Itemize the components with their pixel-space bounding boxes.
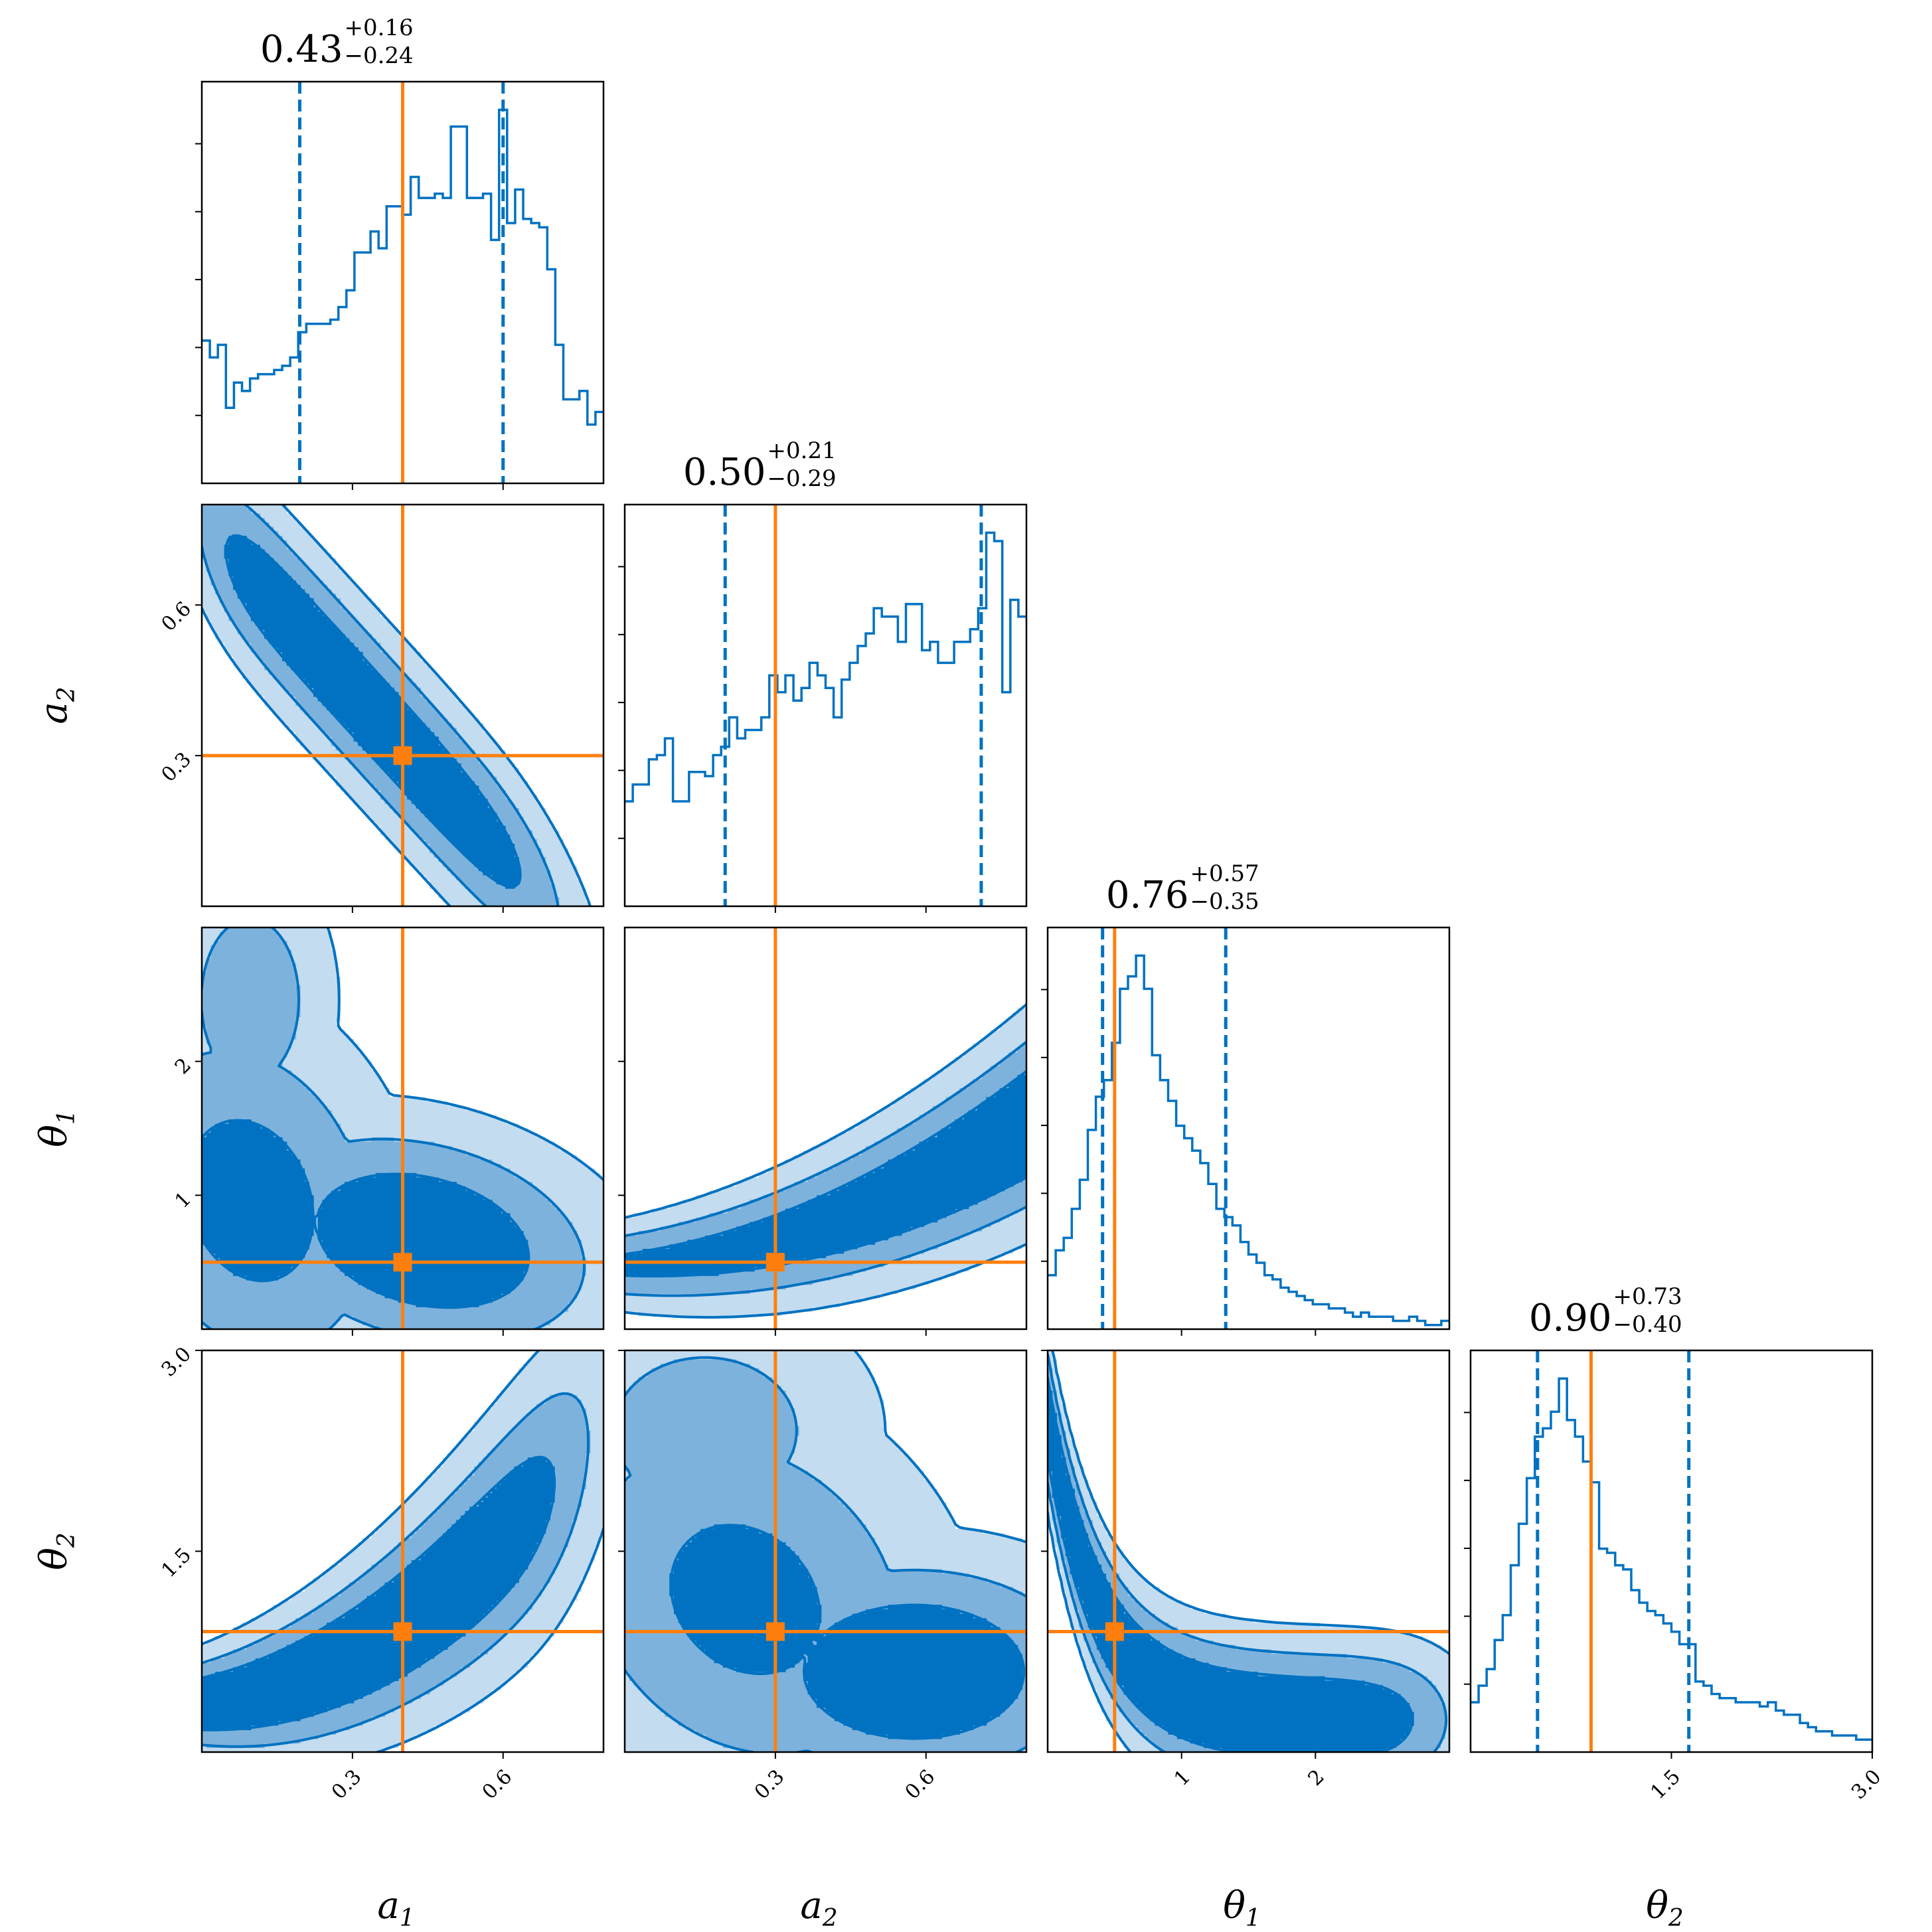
marginal-title-median: 0.90 <box>1529 1297 1612 1340</box>
truth-marker <box>393 1622 412 1641</box>
x-tick-label: 1 <box>1170 1765 1195 1791</box>
marginal-title-median: 0.76 <box>1106 874 1189 917</box>
marginal-frame-a1 <box>201 80 605 485</box>
marginal-title-plus: +0.57 <box>1190 860 1259 887</box>
x-axis-label-a2: a2 <box>800 1884 837 1932</box>
joint-panel-a2-theta1 <box>623 926 1028 1330</box>
marginal-title-minus: −0.29 <box>767 465 837 492</box>
marginal-frame-a2 <box>623 503 1028 908</box>
joint-panel-a1-a2 <box>201 503 605 908</box>
joint-panel-a1-theta1 <box>201 926 605 1330</box>
x-tick-label: 0.6 <box>478 1765 517 1804</box>
marginal-title-minus: −0.40 <box>1613 1311 1682 1338</box>
truth-marker <box>765 1253 785 1272</box>
joint-frame <box>201 926 605 1330</box>
marginal-panel-a2 <box>618 503 1028 908</box>
contour-level-inner <box>202 1119 530 1309</box>
marginal-title-median: 0.50 <box>683 451 766 494</box>
marginal-frame-theta2 <box>1469 1349 1874 1753</box>
x-axis-label-theta1: θ1 <box>1223 1884 1261 1932</box>
joint-panel-a2-theta2 <box>623 1349 1028 1753</box>
truth-marker <box>765 1622 785 1641</box>
histogram-theta2 <box>1471 1377 1872 1741</box>
y-axis-label-theta2: θ2 <box>33 1532 80 1570</box>
marginal-panel-theta2 <box>1464 1349 1874 1753</box>
x-tick-label: 0.6 <box>901 1765 939 1804</box>
contour-level-inner <box>224 534 522 889</box>
histogram-a2 <box>625 531 1026 803</box>
x-tick-label: 1.5 <box>1647 1765 1685 1804</box>
marginal-title-plus: +0.21 <box>767 438 837 464</box>
joint-frame <box>623 926 1028 1330</box>
x-axis-label-theta2: θ2 <box>1646 1884 1684 1932</box>
marginal-title-median: 0.43 <box>260 28 343 71</box>
y-tick-label: 0.6 <box>157 598 196 636</box>
y-tick-label: 1 <box>171 1188 196 1213</box>
marginal-title-plus: +0.16 <box>345 15 414 41</box>
marginal-title-plus: +0.73 <box>1613 1283 1682 1310</box>
joint-panel-theta1-theta2 <box>1046 1349 1451 1753</box>
joint-frame <box>201 503 605 908</box>
y-axis-label-a2: a2 <box>33 686 80 724</box>
truth-marker <box>393 746 412 765</box>
truth-marker <box>1105 1622 1124 1641</box>
y-tick-label: 2 <box>171 1054 196 1079</box>
y-axis-label-theta1: θ1 <box>33 1109 80 1147</box>
marginal-title-minus: −0.35 <box>1190 888 1259 915</box>
contour-level-inner <box>625 1070 1026 1278</box>
x-tick-label: 0.3 <box>327 1765 366 1804</box>
y-tick-label: 3.0 <box>157 1342 196 1381</box>
marginal-panel-a1 <box>195 80 605 485</box>
marginal-title-minus: −0.24 <box>345 42 414 69</box>
y-tick-label: 1.5 <box>157 1544 196 1582</box>
marginal-panel-theta1 <box>1041 926 1451 1330</box>
contour-level-inner <box>202 1455 556 1731</box>
histogram-theta1 <box>1048 954 1449 1327</box>
truth-marker <box>393 1253 412 1272</box>
x-tick-label: 3.0 <box>1847 1765 1886 1804</box>
joint-panel-a1-theta2 <box>201 1349 605 1753</box>
x-tick-label: 0.3 <box>750 1765 789 1804</box>
marginal-frame-theta1 <box>1046 926 1451 1330</box>
x-tick-label: 2 <box>1304 1765 1329 1791</box>
y-tick-label: 0.3 <box>157 748 196 786</box>
x-axis-label-a1: a1 <box>377 1884 414 1932</box>
